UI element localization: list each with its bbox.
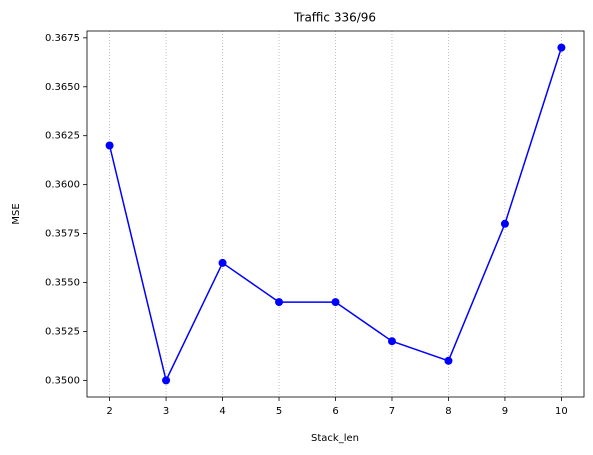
x-tick-label: 9 xyxy=(502,406,508,417)
x-tick-label: 4 xyxy=(219,406,225,417)
x-tick-label: 5 xyxy=(276,406,282,417)
x-axis-label: Stack_len xyxy=(311,433,359,444)
x-tick-label: 7 xyxy=(389,406,395,417)
y-tick-label: 0.3525 xyxy=(45,326,80,337)
point xyxy=(275,298,284,307)
y-tick-label: 0.3575 xyxy=(45,229,80,240)
y-tick-label: 0.3650 xyxy=(45,82,80,93)
chart-title: Traffic 336/96 xyxy=(293,11,376,25)
y-tick-label: 0.3550 xyxy=(45,278,80,289)
point xyxy=(162,376,171,385)
point xyxy=(331,298,340,307)
x-tick-label: 6 xyxy=(332,406,338,417)
x-tick-label: 10 xyxy=(555,406,568,417)
y-tick-label: 0.3500 xyxy=(45,375,80,386)
x-tick-label: 8 xyxy=(445,406,451,417)
point xyxy=(387,337,396,346)
point xyxy=(500,219,509,228)
y-tick-label: 0.3600 xyxy=(45,180,80,191)
x-tick-label: 2 xyxy=(106,406,112,417)
plot-frame xyxy=(86,30,585,398)
y-tick-label: 0.3675 xyxy=(45,33,80,44)
x-tick-label: 3 xyxy=(163,406,169,417)
point xyxy=(105,141,114,150)
point xyxy=(218,258,227,267)
y-tick-label: 0.3625 xyxy=(45,131,80,142)
y-axis-label: MSE xyxy=(11,203,22,224)
point xyxy=(444,356,453,365)
point xyxy=(557,43,566,52)
